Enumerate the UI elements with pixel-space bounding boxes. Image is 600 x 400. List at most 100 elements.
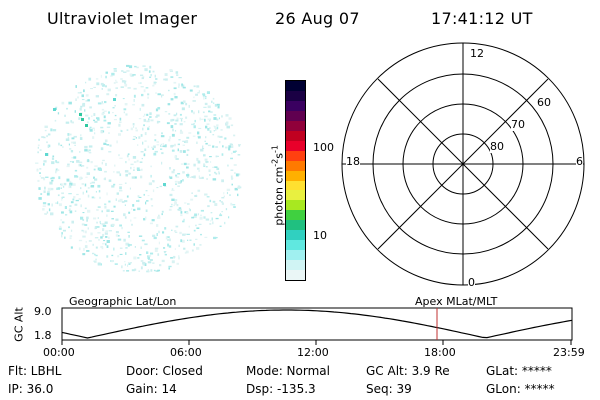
image-pixel <box>196 141 198 144</box>
image-pixel <box>91 196 95 199</box>
image-pixel <box>153 145 156 149</box>
image-pixel <box>147 255 151 258</box>
image-pixel <box>74 210 77 212</box>
image-pixel <box>60 187 62 189</box>
image-pixel <box>81 177 83 179</box>
image-pixel <box>116 140 118 144</box>
image-pixel <box>226 188 231 191</box>
image-pixel <box>159 185 163 188</box>
image-pixel <box>77 92 81 94</box>
image-pixel <box>174 248 176 250</box>
image-pixel <box>226 121 229 125</box>
image-pixel <box>87 159 89 162</box>
image-pixel <box>84 183 87 187</box>
image-pixel <box>103 240 106 242</box>
image-pixel <box>161 145 163 147</box>
image-pixel <box>104 101 107 104</box>
image-pixel <box>142 261 146 265</box>
image-pixel <box>144 216 147 220</box>
image-pixel <box>76 175 79 178</box>
image-pixel <box>45 176 49 178</box>
colorbar-tick-10: 10 <box>313 229 327 242</box>
image-pixel <box>191 249 194 252</box>
image-pixel <box>128 65 133 69</box>
image-pixel <box>102 233 105 237</box>
image-pixel <box>142 141 144 145</box>
image-pixel <box>115 198 117 201</box>
image-pixel <box>177 143 180 146</box>
image-pixel <box>174 143 176 146</box>
image-pixel <box>161 213 163 216</box>
image-pixel <box>233 134 236 137</box>
image-pixel <box>141 168 143 171</box>
image-pixel <box>203 154 206 157</box>
image-pixel <box>221 179 224 183</box>
image-pixel <box>46 135 48 138</box>
image-pixel <box>51 203 53 207</box>
colorbar-segment <box>286 170 305 181</box>
image-pixel <box>185 250 189 254</box>
image-pixel <box>56 161 60 164</box>
image-pixel <box>119 253 123 255</box>
image-pixel <box>101 112 104 116</box>
image-pixel <box>66 178 70 182</box>
image-pixel <box>128 262 131 265</box>
image-pixel <box>158 230 160 234</box>
image-pixel <box>152 147 154 150</box>
image-pixel <box>152 84 155 87</box>
image-pixel <box>93 176 95 179</box>
image-pixel <box>46 192 50 196</box>
image-pixel <box>103 110 107 112</box>
image-pixel <box>153 269 156 272</box>
image-pixel <box>193 125 196 129</box>
image-pixel <box>212 97 215 100</box>
image-pixel <box>152 262 155 264</box>
image-pixel <box>133 208 136 211</box>
image-pixel <box>39 149 42 151</box>
mlt-label-12: 12 <box>470 47 484 60</box>
image-pixel <box>205 166 208 168</box>
image-pixel <box>150 165 152 168</box>
image-pixel <box>67 136 70 140</box>
image-pixel <box>105 85 107 88</box>
image-pixel <box>125 242 129 246</box>
image-pixel <box>88 152 92 154</box>
image-pixel <box>88 117 90 120</box>
image-pixel <box>137 169 141 171</box>
image-pixel <box>211 100 213 103</box>
image-pixel <box>161 161 163 165</box>
image-pixel <box>106 144 110 146</box>
image-pixel <box>35 162 39 164</box>
image-pixel <box>213 130 215 132</box>
image-pixel <box>179 150 183 153</box>
image-pixel <box>59 225 62 229</box>
image-pixel <box>105 236 108 238</box>
image-pixel <box>144 243 148 246</box>
image-pixel <box>143 193 145 196</box>
image-pixel <box>84 224 88 226</box>
image-pixel <box>95 95 99 98</box>
image-pixel <box>79 176 83 180</box>
image-pixel <box>149 65 152 69</box>
image-pixel <box>148 125 150 128</box>
image-pixel <box>100 126 104 129</box>
image-pixel <box>38 138 40 141</box>
image-pixel <box>203 96 205 100</box>
image-pixel <box>82 219 85 221</box>
image-pixel <box>171 203 173 206</box>
image-pixel <box>197 189 201 192</box>
image-pixel <box>205 96 207 98</box>
image-pixel <box>146 200 149 202</box>
image-pixel <box>139 254 142 256</box>
image-pixel <box>69 210 73 214</box>
image-pixel <box>197 136 201 139</box>
image-pixel <box>204 193 208 196</box>
image-pixel <box>149 222 153 225</box>
image-pixel <box>84 149 88 152</box>
image-pixel <box>86 190 88 193</box>
image-pixel <box>127 264 129 267</box>
image-pixel <box>60 144 63 147</box>
image-pixel <box>163 78 166 81</box>
mlt-label-6: 6 <box>576 155 583 168</box>
image-pixel <box>229 194 231 196</box>
